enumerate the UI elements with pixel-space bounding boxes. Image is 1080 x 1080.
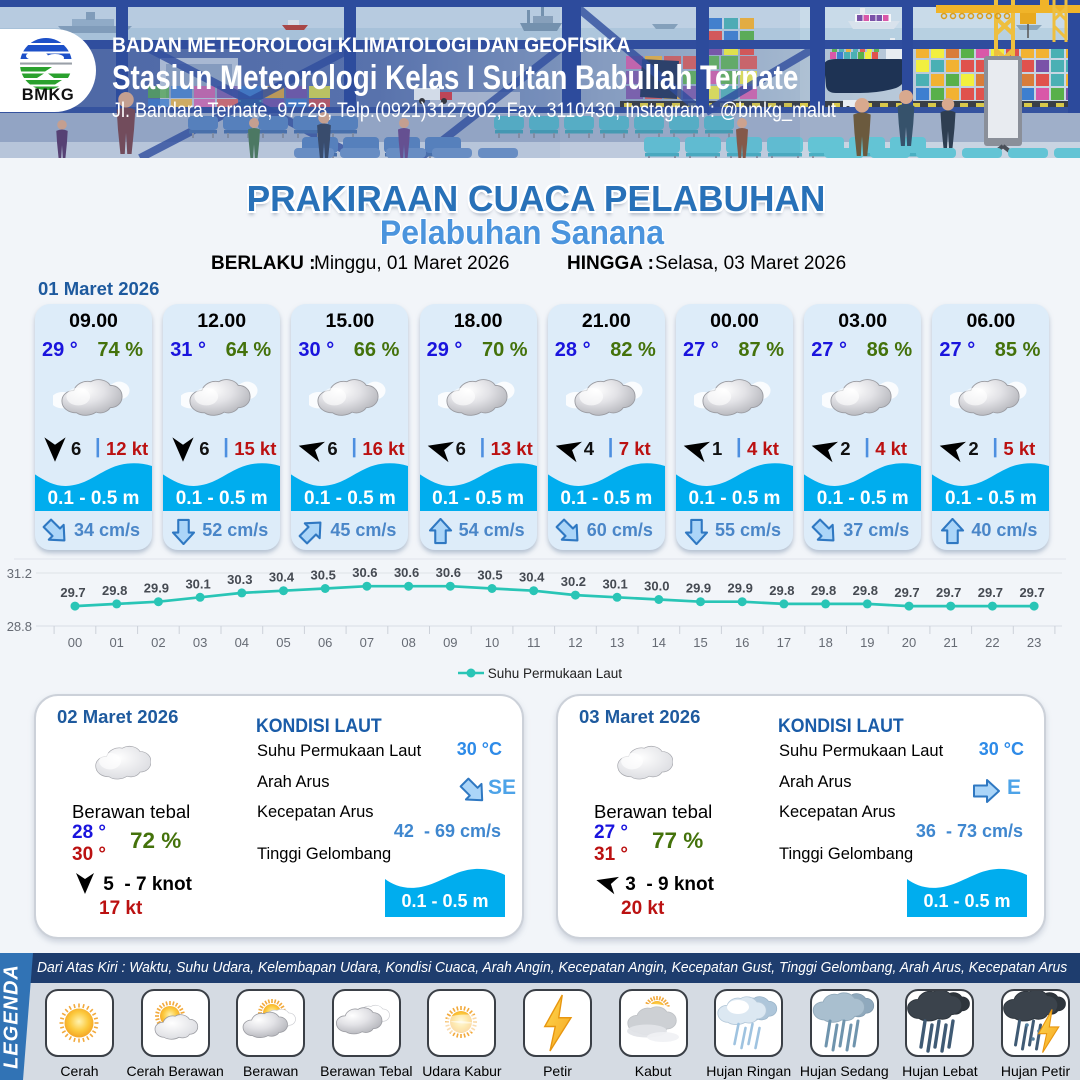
svg-text:29.9: 29.9 <box>686 581 711 596</box>
svg-text:30.0: 30.0 <box>644 579 669 594</box>
svg-text:29.9: 29.9 <box>144 581 169 596</box>
svg-text:29.9: 29.9 <box>728 581 753 596</box>
svg-text:30.3: 30.3 <box>227 572 252 587</box>
svg-text:20: 20 <box>902 635 916 650</box>
svg-text:29.7: 29.7 <box>60 585 85 600</box>
svg-text:29.8: 29.8 <box>102 583 127 598</box>
svg-text:18: 18 <box>818 635 832 650</box>
svg-text:30.5: 30.5 <box>477 568 502 583</box>
svg-text:21: 21 <box>943 635 957 650</box>
svg-text:19: 19 <box>860 635 874 650</box>
svg-text:17: 17 <box>777 635 791 650</box>
svg-text:04: 04 <box>235 635 249 650</box>
svg-text:30.2: 30.2 <box>561 574 586 589</box>
svg-text:30.1: 30.1 <box>602 576 627 591</box>
svg-text:30.6: 30.6 <box>352 565 377 580</box>
svg-text:30.5: 30.5 <box>311 568 336 583</box>
svg-text:28.8: 28.8 <box>7 619 32 634</box>
svg-text:29.7: 29.7 <box>978 585 1003 600</box>
svg-text:05: 05 <box>276 635 290 650</box>
svg-text:30.6: 30.6 <box>394 565 419 580</box>
svg-text:29.7: 29.7 <box>894 585 919 600</box>
svg-text:07: 07 <box>360 635 374 650</box>
svg-text:30.4: 30.4 <box>269 570 295 585</box>
svg-text:06: 06 <box>318 635 332 650</box>
svg-text:10: 10 <box>485 635 499 650</box>
svg-text:30.6: 30.6 <box>436 565 461 580</box>
svg-text:29.7: 29.7 <box>1019 585 1044 600</box>
svg-text:00: 00 <box>68 635 82 650</box>
svg-text:30.1: 30.1 <box>185 576 210 591</box>
svg-text:14: 14 <box>652 635 666 650</box>
svg-text:09: 09 <box>443 635 457 650</box>
svg-text:01: 01 <box>109 635 123 650</box>
svg-text:13: 13 <box>610 635 624 650</box>
svg-text:29.7: 29.7 <box>936 585 961 600</box>
svg-text:23: 23 <box>1027 635 1041 650</box>
svg-text:30.4: 30.4 <box>519 570 545 585</box>
svg-text:03: 03 <box>193 635 207 650</box>
svg-text:15: 15 <box>693 635 707 650</box>
svg-text:11: 11 <box>527 635 541 650</box>
svg-text:29.8: 29.8 <box>811 583 836 598</box>
svg-text:12: 12 <box>568 635 582 650</box>
svg-text:31.2: 31.2 <box>7 566 32 581</box>
svg-text:29.8: 29.8 <box>769 583 794 598</box>
svg-text:22: 22 <box>985 635 999 650</box>
svg-text:08: 08 <box>401 635 415 650</box>
svg-text:02: 02 <box>151 635 165 650</box>
svg-text:16: 16 <box>735 635 749 650</box>
svg-text:29.8: 29.8 <box>853 583 878 598</box>
